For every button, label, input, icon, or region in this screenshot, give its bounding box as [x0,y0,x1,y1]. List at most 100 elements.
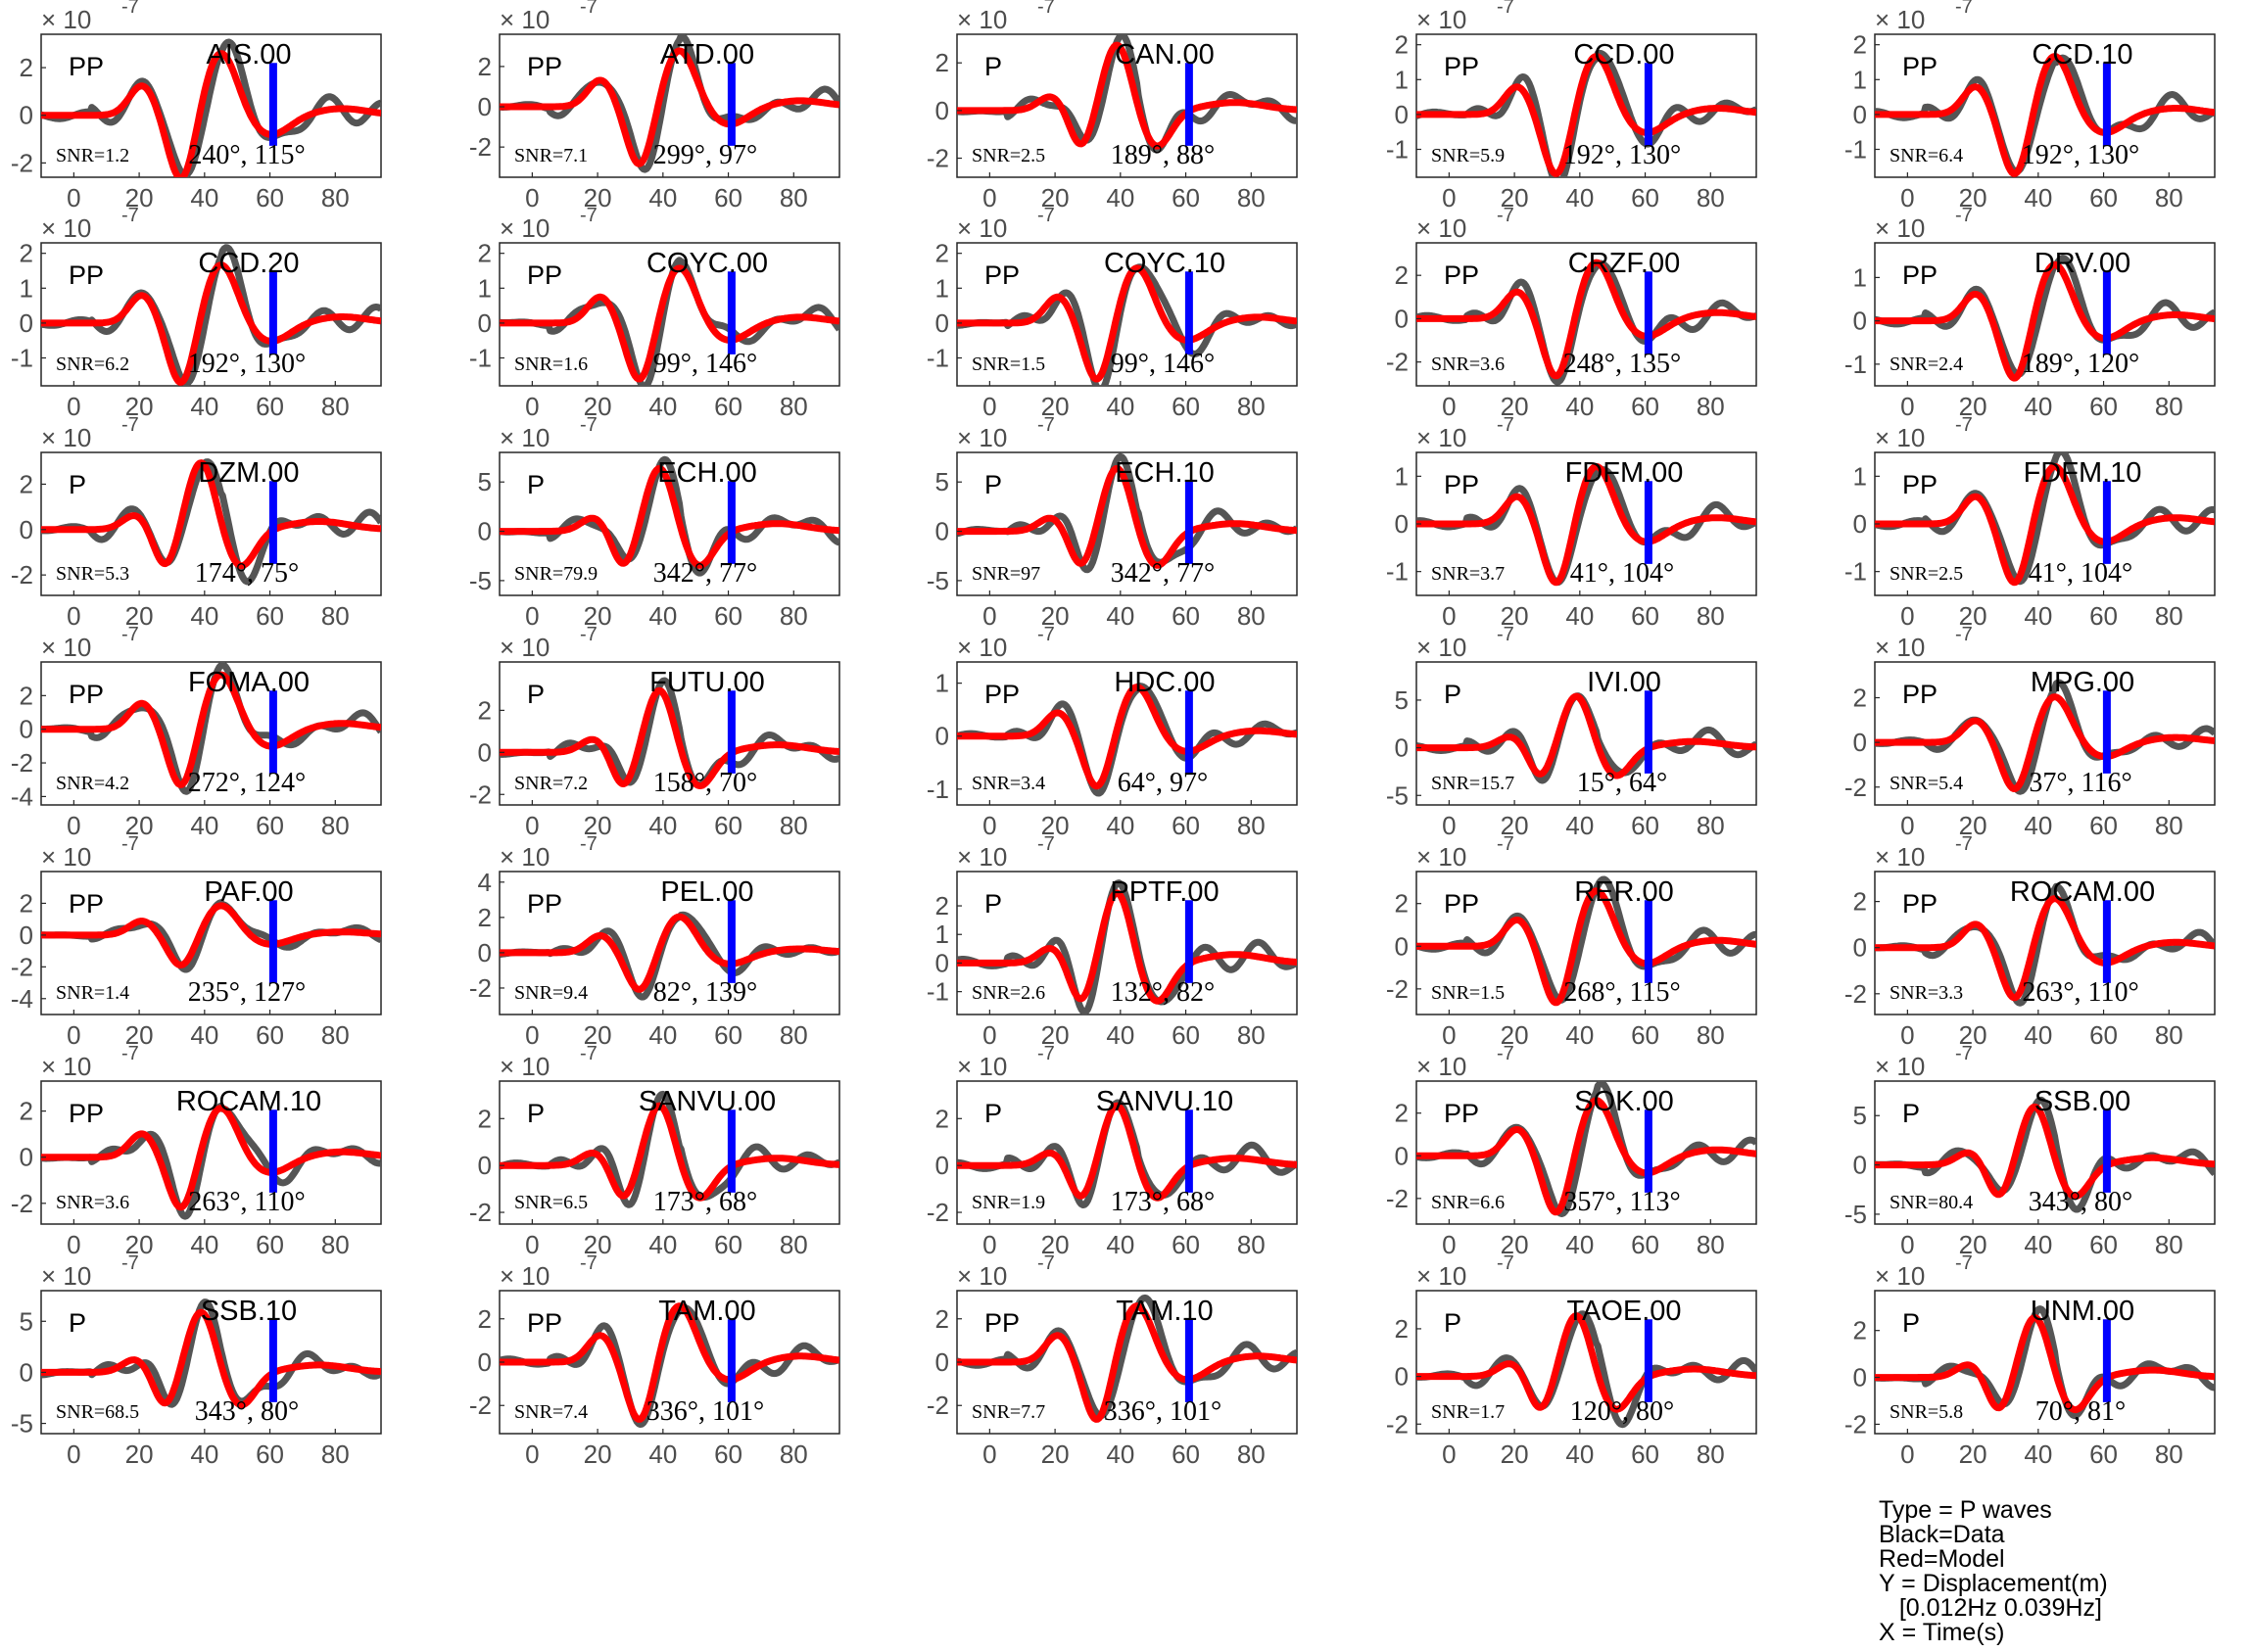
x-tick-label: 60 [256,1230,284,1259]
x-tick-label: 20 [1959,1230,1987,1259]
phase-label: P [984,889,1002,919]
y-tick-label: 0 [478,1151,492,1180]
y-tick-label: 1 [1853,461,1867,491]
snr-label: SNR=5.8 [1890,1401,1963,1423]
azimuth-label: 82°, 139° [653,977,757,1008]
x-tick-label: 40 [648,811,677,840]
azimuth-label: 192°, 130° [2022,140,2139,170]
x-tick-label: 20 [1501,1230,1529,1259]
x-tick-label: 80 [2155,811,2183,840]
snr-label: SNR=97 [972,563,1040,585]
model-trace [957,1102,1297,1202]
x-tick-label: 60 [1172,1230,1200,1259]
x-tick-label: 0 [67,1440,80,1469]
snr-label: SNR=79.9 [514,563,598,585]
x-tick-label: 0 [1900,392,1914,421]
model-trace [1416,53,1756,177]
x-tick-label: 20 [125,1020,154,1050]
x-tick-label: 20 [1041,601,1070,631]
y-tick-label: 1 [1853,65,1867,94]
y-tick-label: 0 [478,938,492,968]
panel-hdc-00: 0 20 40 60 80 -1 0 1 × 10 -7 PP HDC.00 SNR=3.4 64°, … [927,624,1298,840]
phase-label: PP [527,1308,562,1338]
y-tick-label: -2 [11,560,33,590]
x-tick-label: 0 [982,601,996,631]
y-tick-label: 0 [935,722,949,751]
y-tick-label: -2 [469,132,492,162]
x-tick-label: 80 [2155,601,2183,631]
x-tick-label: 80 [321,601,350,631]
y-tick-label: -4 [11,781,33,811]
y-tick-label: 0 [20,101,33,130]
y-tick-label: 0 [1853,1151,1867,1180]
panel-mpg-00: 0 20 40 60 80 -2 0 2 × 10 -7 PP MPG.00 SNR=5.4 37°, … [1844,624,2216,840]
panel-ech-10: 0 20 40 60 80 -5 0 5 × 10 -7 P ECH.10 SNR=97 342°, 7… [927,414,1298,631]
panel-rer-00: 0 20 40 60 80 -2 0 2× 10 -7 PP RER.00 SNR=1.5 268°,… [1386,833,1757,1050]
model-trace [957,889,1297,1005]
snr-label: SNR=7.1 [514,145,588,166]
data-trace [1416,1081,1756,1217]
x-tick-label: 0 [525,601,539,631]
exponent-label: × 10 [1875,5,1925,34]
panel-ivi-00: 0 20 40 60 80 -5 0 5× 10 -7 P IVI.00 SNR=15.7 15°, … [1386,624,1757,840]
snr-label: SNR=3.6 [1431,354,1505,375]
exponent-power: -7 [121,0,139,18]
y-tick-label: -1 [1844,557,1867,587]
x-tick-label: 80 [780,183,808,212]
x-tick-label: 60 [256,183,284,212]
exponent-power: -7 [1955,414,1973,436]
x-tick-label: 80 [321,1440,350,1469]
snr-label: SNR=1.4 [56,982,129,1004]
x-tick-label: 20 [1501,1440,1529,1469]
x-tick-label: 40 [1565,183,1594,212]
data-trace [957,452,1297,574]
y-tick-label: 5 [478,467,492,496]
model-trace [500,913,839,993]
x-tick-label: 80 [1237,1230,1266,1259]
snr-label: SNR=5.9 [1431,145,1505,166]
legend-line-data: Black=Data [1879,1521,2005,1548]
x-tick-label: 80 [321,1020,350,1050]
axes-box [499,871,840,1015]
y-tick-label: 2 [20,53,33,82]
snr-label: SNR=3.6 [56,1192,129,1213]
x-tick-label: 40 [1106,183,1134,212]
snr-label: SNR=6.5 [514,1192,588,1213]
exponent-power: -7 [1955,833,1973,855]
y-tick-label: 2 [478,695,492,725]
exponent-power: -7 [1497,833,1514,855]
y-tick-label: 2 [1853,1316,1867,1345]
phase-label: PP [1444,52,1479,81]
x-tick-label: 20 [1041,1230,1070,1259]
y-tick-label: -5 [1844,1200,1867,1229]
model-trace [1875,895,2215,1002]
station-label: CCD.10 [2032,39,2132,71]
x-tick-label: 0 [982,183,996,212]
x-tick-label: 20 [1959,1020,1987,1050]
x-tick-label: 80 [780,1440,808,1469]
station-label: DRV.00 [2034,248,2130,279]
exponent-label: × 10 [1416,5,1466,34]
y-tick-label: 0 [935,517,949,546]
x-tick-label: 60 [1631,392,1659,421]
x-tick-label: 80 [2155,183,2183,212]
phase-label: PP [1444,470,1479,499]
x-tick-label: 20 [1959,1440,1987,1469]
x-tick-label: 20 [584,601,612,631]
y-tick-label: 0 [935,948,949,977]
exponent-label: × 10 [1875,213,1925,243]
x-tick-label: 40 [1565,811,1594,840]
exponent-label: × 10 [41,213,91,243]
snr-label: SNR=5.4 [1890,773,1963,794]
x-tick-label: 40 [1565,392,1594,421]
azimuth-label: 336°, 101° [646,1396,764,1427]
x-tick-label: 20 [1501,1020,1529,1050]
y-tick-label: 0 [478,517,492,546]
x-tick-label: 40 [1565,1230,1594,1259]
x-tick-label: 80 [1237,601,1266,631]
x-tick-label: 0 [1442,811,1456,840]
azimuth-label: 342°, 77° [1111,558,1215,589]
panel-tam-00: 0 20 40 60 80 -2 0 2 × 10 -7 PP TAM.00 SNR=7.4 336°,… [469,1252,840,1469]
panel-ccd-10: 0 20 40 60 80 -1 0 1 2 × 10 -7 PP CCD.10 SNR=6.4 192°… [1844,0,2216,212]
y-tick-label: 0 [478,92,492,121]
